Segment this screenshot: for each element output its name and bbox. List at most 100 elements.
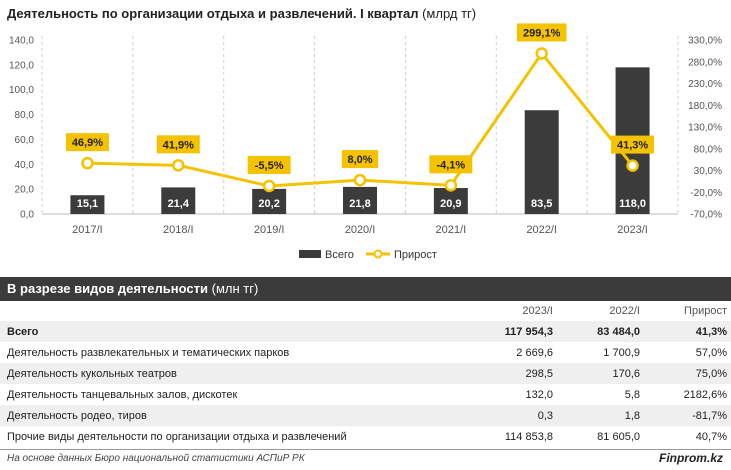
cell-growth: 40,7% bbox=[695, 430, 727, 443]
growth-series: 46,9% 41,9% -5,5% 8,0% -4,1% 299,1% 41,3% bbox=[65, 23, 655, 193]
left-tick-label: 60,0 bbox=[15, 135, 35, 146]
growth-point bbox=[262, 179, 276, 193]
growth-value-label: 41,3% bbox=[617, 140, 648, 152]
right-axis: -70,0% -20,0% 30,0% 80,0% 130,0% 180,0% 230,0%… bbox=[688, 36, 722, 221]
growth-value-label: 46,9% bbox=[72, 137, 103, 149]
cell-2023: 132,0 bbox=[525, 388, 553, 401]
category-label: 2022/I bbox=[526, 224, 557, 236]
combo-chart: 0,0 20,0 40,0 60,0 80,0 100,0 120,0 140,0 -70,0… bbox=[9, 23, 722, 261]
cell-2022: 83 484,0 bbox=[557, 321, 644, 342]
table-row: Деятельность развлекательных и тематичес… bbox=[0, 342, 731, 363]
right-tick-label: 130,0% bbox=[688, 123, 722, 134]
row-name: Деятельность родео, тиров bbox=[0, 405, 470, 426]
growth-point bbox=[444, 179, 458, 192]
growth-value-label: 8,0% bbox=[347, 154, 372, 166]
growth-value-label: 41,9% bbox=[163, 139, 194, 151]
column-header: Прирост bbox=[684, 305, 727, 317]
right-tick-label: 280,0% bbox=[688, 57, 722, 68]
legend-label-line: Прирост bbox=[394, 249, 437, 261]
bar-2017/I bbox=[70, 195, 105, 214]
cell-growth: 2182,6% bbox=[683, 388, 727, 401]
table-title-unit: (млн тг) bbox=[208, 281, 259, 296]
bar-2018/I bbox=[161, 187, 196, 214]
right-tick-label: 230,0% bbox=[688, 79, 722, 90]
bar-2020/I bbox=[343, 186, 377, 214]
cell-2023: 117 954,3 bbox=[470, 321, 557, 342]
bar-value-label: 83,5 bbox=[531, 198, 552, 210]
table-header-row: 2023/I 2022/I Прирост bbox=[0, 301, 731, 321]
category-label: 2018/I bbox=[163, 224, 194, 236]
right-tick-label: 180,0% bbox=[688, 101, 722, 112]
chart-title-main: Деятельность по организации отдыха и раз… bbox=[7, 6, 419, 21]
row-name: Деятельность развлекательных и тематичес… bbox=[7, 346, 290, 359]
bar-value-label: 21,4 bbox=[168, 198, 190, 210]
brand-logo-text: Finprom.kz bbox=[658, 451, 723, 465]
cell-2022: 81 605,0 bbox=[597, 430, 640, 443]
category-label: 2020/I bbox=[345, 224, 376, 236]
right-tick-label: 30,0% bbox=[694, 166, 722, 177]
growth-label-box bbox=[429, 155, 473, 174]
bar-value-label: 21,8 bbox=[349, 198, 370, 210]
right-tick-label: 80,0% bbox=[694, 144, 722, 155]
left-tick-label: 20,0 bbox=[15, 185, 35, 196]
chart-title: Деятельность по организации отдыха и раз… bbox=[7, 6, 476, 21]
activity-table: 2023/I 2022/I Прирост Всего 117 954,3 83… bbox=[0, 301, 731, 447]
left-tick-label: 100,0 bbox=[9, 85, 34, 96]
chart-title-unit: (млрд тг) bbox=[418, 6, 477, 21]
left-axis: 0,0 20,0 40,0 60,0 80,0 100,0 120,0 140,0 bbox=[9, 36, 34, 221]
growth-label-box bbox=[611, 135, 655, 154]
category-label: 2021/I bbox=[436, 224, 467, 236]
row-name: Прочие виды деятельности по организации … bbox=[7, 430, 347, 443]
table-row: Деятельность родео, тиров 0,3 1,8 -81,7% bbox=[0, 405, 731, 426]
category-label: 2019/I bbox=[254, 224, 285, 236]
category-axis: 2017/I 2018/I 2019/I 2020/I 2021/I 2022/I 2023… bbox=[72, 224, 648, 236]
growth-label-box bbox=[516, 23, 567, 42]
category-label: 2023/I bbox=[617, 224, 648, 236]
table-row: Деятельность танцевальных залов, дискоте… bbox=[0, 384, 731, 405]
cell-2023: 0,3 bbox=[470, 405, 557, 426]
left-tick-label: 40,0 bbox=[15, 160, 35, 171]
bar-value-label: 118,0 bbox=[619, 198, 646, 210]
table-title: В разрезе видов деятельности bbox=[7, 281, 208, 296]
legend-swatch-bars bbox=[299, 250, 321, 258]
column-header: 2022/I bbox=[609, 305, 640, 317]
column-header bbox=[0, 301, 470, 321]
column-header: 2023/I bbox=[522, 305, 553, 317]
table-row: Всего 117 954,3 83 484,0 41,3% bbox=[0, 321, 731, 342]
bar-2022/I bbox=[524, 110, 559, 214]
legend-label-bars: Всего bbox=[325, 249, 354, 261]
cell-growth: 41,3% bbox=[644, 321, 731, 342]
left-tick-label: 120,0 bbox=[9, 60, 34, 71]
left-tick-label: 80,0 bbox=[15, 110, 35, 121]
growth-point bbox=[172, 159, 185, 172]
right-tick-label: -20,0% bbox=[690, 188, 722, 199]
category-label: 2017/I bbox=[72, 224, 103, 236]
growth-point bbox=[81, 156, 94, 170]
cell-2023: 298,5 bbox=[470, 363, 557, 384]
bar-2021/I bbox=[433, 188, 468, 214]
growth-value-label: 299,1% bbox=[523, 27, 561, 39]
bar-2019/I bbox=[252, 188, 287, 214]
growth-label-box bbox=[247, 155, 291, 174]
table-row: Деятельность кукольных театров 298,5 170… bbox=[0, 363, 731, 384]
growth-point bbox=[353, 173, 367, 187]
cell-2022: 5,8 bbox=[624, 388, 640, 401]
cell-growth: 75,0% bbox=[644, 363, 731, 384]
growth-label-box bbox=[65, 133, 109, 152]
row-name: Деятельность танцевальных залов, дискоте… bbox=[7, 388, 238, 401]
source-note: На основе данных Бюро национальной стати… bbox=[7, 453, 305, 464]
growth-value-label: -5,5% bbox=[255, 160, 284, 172]
cell-2022: 170,6 bbox=[557, 363, 644, 384]
table-row: Прочие виды деятельности по организации … bbox=[0, 426, 731, 447]
bar-value-label: 20,2 bbox=[258, 198, 279, 210]
cell-growth: -81,7% bbox=[644, 405, 731, 426]
bar-value-label: 20,9 bbox=[440, 198, 461, 210]
right-tick-label: -70,0% bbox=[690, 210, 722, 221]
growth-label-box bbox=[156, 135, 200, 154]
growth-point bbox=[535, 47, 548, 60]
bar-value-label: 15,1 bbox=[77, 198, 98, 210]
footer-divider bbox=[0, 449, 731, 450]
right-tick-label: 330,0% bbox=[688, 36, 722, 47]
growth-point bbox=[626, 159, 639, 172]
left-tick-label: 0,0 bbox=[20, 210, 34, 221]
